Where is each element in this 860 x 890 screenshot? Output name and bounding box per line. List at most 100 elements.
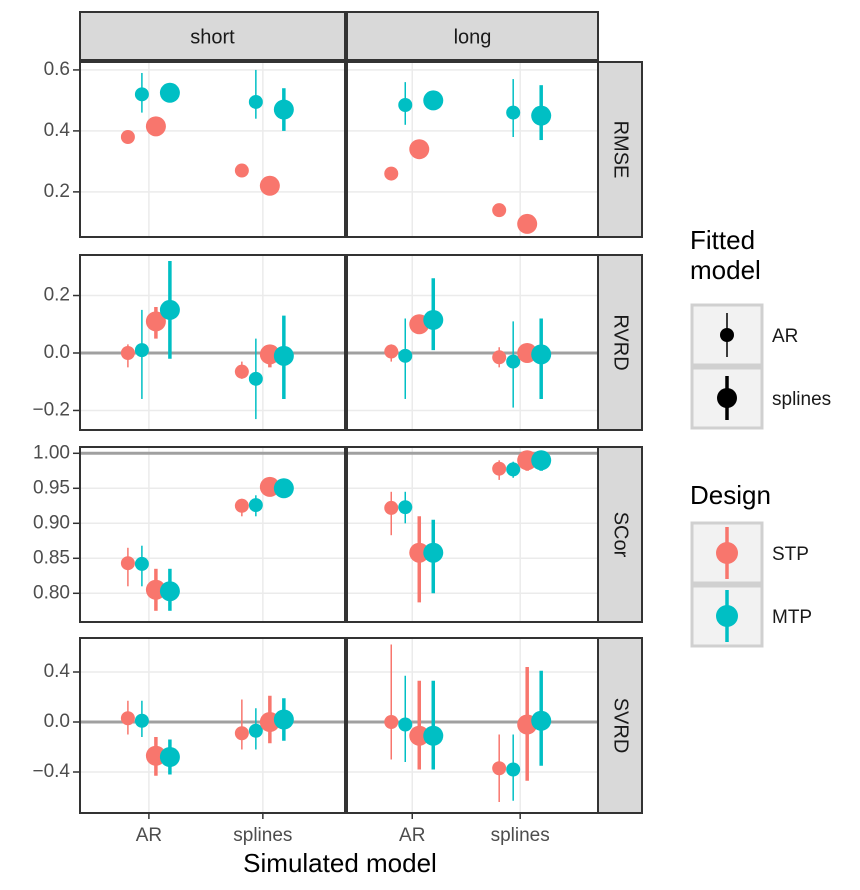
point (234, 163, 249, 178)
x-tick-label: AR (399, 825, 425, 846)
x-tick-label: splines (233, 825, 292, 846)
point (120, 345, 135, 360)
legend-label: MTP (772, 607, 812, 628)
point (398, 717, 413, 732)
point (134, 87, 149, 102)
point (398, 348, 413, 363)
y-tick-label: 0.0 (44, 342, 70, 363)
y-tick-label: 0.90 (33, 512, 70, 533)
strip (597, 61, 643, 238)
y-tick-label: 0.95 (33, 477, 70, 498)
panel-border (79, 637, 346, 814)
point (531, 105, 552, 126)
panel (80, 255, 345, 430)
point (384, 166, 399, 181)
y-tick-label: 0.0 (44, 711, 70, 732)
panel (347, 62, 598, 237)
x-axis-title: Simulated model (243, 848, 437, 878)
panel (347, 255, 598, 430)
point (506, 105, 521, 120)
point (384, 344, 399, 359)
panel-border (79, 446, 346, 623)
point (145, 311, 166, 332)
point (506, 354, 521, 369)
panel-border (346, 61, 599, 238)
y-tick-label: −0.2 (32, 399, 70, 420)
legend-symbol (716, 605, 738, 627)
y-tick-label: 0.4 (44, 120, 71, 141)
point (492, 761, 507, 776)
strip (597, 446, 643, 623)
point (120, 711, 135, 726)
y-tick-label: 1.00 (33, 442, 70, 463)
point (506, 762, 521, 777)
point (145, 116, 166, 137)
strip (346, 11, 599, 61)
legend-symbol (716, 542, 738, 564)
point (517, 450, 538, 471)
point (423, 309, 444, 330)
point (134, 343, 149, 358)
panel (347, 447, 598, 622)
point (384, 500, 399, 515)
y-tick-label: 0.2 (44, 285, 70, 306)
point (492, 203, 507, 218)
point (248, 498, 263, 513)
legend-symbol (720, 328, 734, 342)
panel (80, 447, 345, 622)
legend-label: splines (772, 389, 831, 410)
point (492, 461, 507, 476)
point (259, 175, 280, 196)
point (234, 498, 249, 513)
point (234, 726, 249, 741)
point (398, 500, 413, 515)
point (248, 371, 263, 386)
point (423, 725, 444, 746)
point (134, 556, 149, 571)
panel (347, 638, 598, 813)
point (506, 462, 521, 477)
point (120, 130, 135, 144)
panel-border (79, 61, 346, 238)
point (248, 94, 263, 109)
y-tick-label: 0.80 (33, 582, 70, 603)
legend-label: AR (772, 326, 798, 347)
panel-border (79, 254, 346, 431)
point (120, 556, 135, 571)
point (423, 90, 444, 111)
point (492, 350, 507, 365)
strip (597, 254, 643, 431)
strip-label: short (190, 26, 235, 48)
strip-label: SCor (610, 512, 632, 558)
panel (80, 62, 345, 237)
point (273, 478, 294, 499)
point (159, 581, 180, 602)
point (409, 542, 430, 563)
point (273, 99, 294, 120)
point (159, 299, 180, 320)
y-tick-label: 0.4 (44, 661, 71, 682)
panel (80, 638, 345, 813)
strip-label: RVRD (610, 314, 632, 370)
point (531, 710, 552, 731)
point (398, 97, 413, 112)
y-tick-label: 0.2 (44, 181, 70, 202)
panel-border (346, 446, 599, 623)
point (234, 364, 249, 379)
legend-title: Fitted model (690, 225, 761, 285)
legend-symbol (717, 388, 737, 408)
strip-label: RMSE (610, 121, 632, 179)
panel-border (346, 637, 599, 814)
point (409, 725, 430, 746)
point (273, 345, 294, 366)
panel-border (346, 254, 599, 431)
y-tick-label: 0.85 (33, 547, 70, 568)
point (273, 709, 294, 730)
legend-title: Design (690, 480, 771, 510)
point (531, 344, 552, 365)
point (423, 542, 444, 563)
point (531, 450, 552, 471)
point (159, 82, 180, 103)
